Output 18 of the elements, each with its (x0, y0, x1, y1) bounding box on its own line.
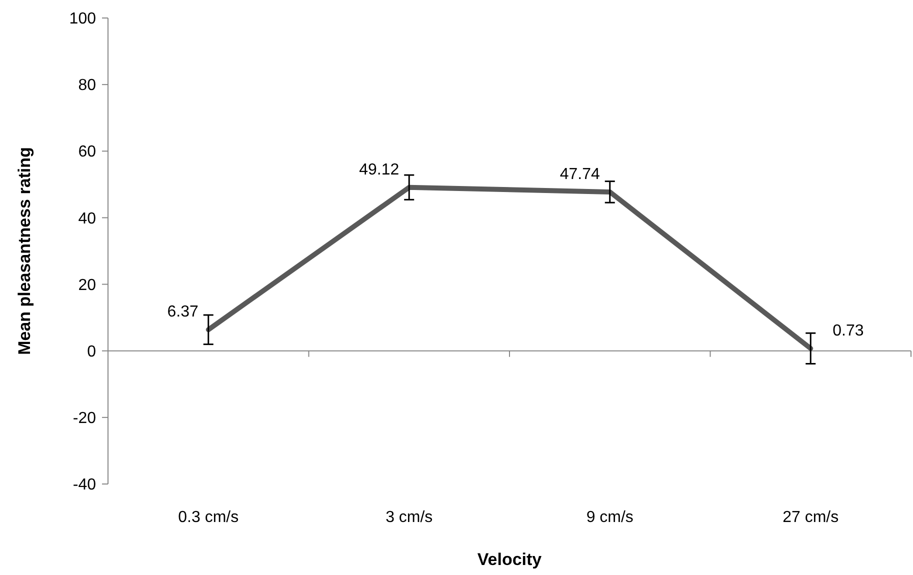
y-axis-title: Mean pleasantness rating (15, 147, 34, 355)
x-tick-label: 0.3 cm/s (178, 509, 239, 526)
data-label: 49.12 (359, 161, 400, 178)
data-label: 6.37 (167, 304, 198, 321)
y-tick-label: -40 (72, 476, 96, 494)
x-tick-label: 3 cm/s (386, 509, 433, 526)
y-tick-label: 80 (78, 77, 96, 94)
x-axis-title: Velocity (477, 550, 542, 569)
y-tick-label: 100 (69, 10, 96, 28)
y-tick-label: 40 (78, 210, 96, 228)
y-tick-label: -20 (72, 410, 96, 428)
data-label: 47.74 (560, 166, 600, 183)
x-tick-label: 27 cm/s (782, 509, 839, 526)
y-tick-label: 20 (78, 276, 96, 294)
data-label: 0.73 (832, 322, 864, 340)
y-tick-label: 0 (87, 343, 96, 360)
x-tick-label: 9 cm/s (586, 509, 634, 526)
y-tick-label: 60 (78, 144, 96, 161)
